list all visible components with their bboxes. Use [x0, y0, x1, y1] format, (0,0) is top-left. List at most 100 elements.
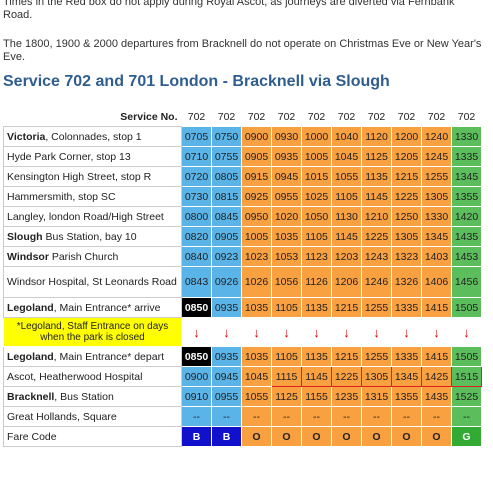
departure-time: -- [331, 406, 362, 427]
fare-code: B [181, 426, 212, 447]
departure-time: -- [271, 406, 302, 427]
departure-time: 0910 [181, 386, 212, 407]
departure-time: 1005 [301, 146, 332, 167]
departure-time: 1000 [301, 126, 332, 147]
departure-time: 1240 [421, 126, 452, 147]
departure-time: 1315 [361, 386, 392, 407]
stop-name: Hammersmith, stop SC [3, 186, 182, 207]
down-arrow-icon: ↓ [301, 317, 332, 347]
timetable: Service No. 702 702 702 702 702 702 702 702 702 70… [3, 107, 482, 447]
stop-name-main: Slough [7, 230, 43, 243]
departure-time: 1335 [391, 346, 422, 367]
departure-time: 0730 [181, 186, 212, 207]
stop-name-detail: Hyde Park Corner, stop 13 [7, 150, 131, 163]
departure-time: 1225 [361, 226, 392, 247]
stop-row: Legoland, Main Entrance* depart 0850 0935 1… [3, 346, 482, 367]
departure-time: 1206 [331, 266, 362, 298]
page-title: Service 702 and 701 London - Bracknell v… [3, 73, 390, 90]
departure-time: 0935 [211, 297, 242, 318]
departure-time: 0705 [181, 126, 212, 147]
fare-code-label: Fare Code [3, 426, 182, 447]
fare-code: O [301, 426, 332, 447]
departure-time: 1335 [451, 146, 482, 167]
departure-time: 1015 [301, 166, 332, 187]
departure-time: 0755 [211, 146, 242, 167]
departure-time: 1525 [451, 386, 482, 407]
departure-time: 1135 [361, 166, 392, 187]
stop-name: Kensington High Street, stop R [3, 166, 182, 187]
departure-time: 1215 [331, 297, 362, 318]
departure-time: -- [391, 406, 422, 427]
departure-time: 1225 [391, 186, 422, 207]
departure-time: 1456 [451, 266, 482, 298]
departure-time: 1115 [271, 366, 302, 387]
stop-name: Great Hollands, Square [3, 406, 182, 427]
departure-time: 1415 [421, 346, 452, 367]
departure-time: 1246 [361, 266, 392, 298]
stop-name: Ascot, Heatherwood Hospital [3, 366, 182, 387]
departure-time: -- [241, 406, 272, 427]
departure-time: 1025 [301, 186, 332, 207]
departure-time: 0925 [241, 186, 272, 207]
departure-time: 1125 [271, 386, 302, 407]
fare-code: O [271, 426, 302, 447]
departure-time: -- [181, 406, 212, 427]
departure-time: 0955 [211, 386, 242, 407]
departure-time: 0945 [271, 166, 302, 187]
departure-time: 1035 [241, 346, 272, 367]
stop-row: Slough Bus Station, bay 10 0820 0905 1005 10… [3, 226, 482, 247]
stop-name: Slough Bus Station, bay 10 [3, 226, 182, 247]
departure-time: 1045 [241, 366, 272, 387]
stop-name-detail: Hammersmith, stop SC [7, 190, 116, 203]
stop-name: Victoria, Colonnades, stop 1 [3, 126, 182, 147]
departure-time: 1505 [451, 297, 482, 318]
stop-name-detail: Bus Station, bay 10 [42, 230, 137, 243]
service-number: 702 [211, 107, 242, 127]
departure-time: 1135 [301, 297, 332, 318]
departure-time: 0935 [211, 346, 242, 367]
stop-row: Windsor Parish Church 0840 0923 1023 1053 112… [3, 246, 482, 267]
departure-time: 1215 [391, 166, 422, 187]
staff-entrance-note-row: *Legoland, Staff Entrance on days when t… [3, 317, 482, 347]
departure-time: 0750 [211, 126, 242, 147]
departure-time: 1245 [421, 146, 452, 167]
stop-row: Kensington High Street, stop R 0720 0805 09… [3, 166, 482, 187]
down-arrow-icon: ↓ [331, 317, 362, 347]
departure-time: 1120 [361, 126, 392, 147]
departure-time: 1050 [301, 206, 332, 227]
stop-name-detail: , Colonnades, stop 1 [45, 130, 142, 143]
down-arrow-icon: ↓ [391, 317, 422, 347]
departure-time: 1210 [361, 206, 392, 227]
departure-time: 1345 [421, 226, 452, 247]
service-number: 702 [361, 107, 392, 127]
departure-time: 0850 [181, 297, 212, 318]
departure-time: 0843 [181, 266, 212, 298]
down-arrow-icon: ↓ [451, 317, 482, 347]
departure-time: 1255 [421, 166, 452, 187]
note-royal-ascot: Times in the Red box do not apply during… [3, 0, 455, 21]
stop-row: Ascot, Heatherwood Hospital 0900 0945 1045 1… [3, 366, 482, 387]
departure-time: 1305 [361, 366, 392, 387]
departure-time: 1403 [421, 246, 452, 267]
departure-time: 0710 [181, 146, 212, 167]
stop-row: Windsor Hospital, St Leonards Road 0843 09… [3, 266, 482, 298]
stop-name: Legoland, Main Entrance* depart [3, 346, 182, 367]
stop-name-main: Bracknell [7, 390, 55, 403]
departure-time: 1045 [331, 146, 362, 167]
departure-time: 1145 [361, 186, 392, 207]
stop-name-detail: Great Hollands, Square [7, 410, 117, 423]
departure-time: 1305 [391, 226, 422, 247]
note-christmas: The 1800, 1900 & 2000 departures from Br… [3, 38, 482, 63]
departure-time: 0805 [211, 166, 242, 187]
departure-time: 1125 [361, 146, 392, 167]
down-arrow-icon: ↓ [211, 317, 242, 347]
departure-time: 1200 [391, 126, 422, 147]
departure-time: 1055 [241, 386, 272, 407]
fare-code: O [361, 426, 392, 447]
departure-time: 1026 [241, 266, 272, 298]
departure-time: 0720 [181, 166, 212, 187]
departure-time: 0923 [211, 246, 242, 267]
departure-time: -- [421, 406, 452, 427]
stop-row: Great Hollands, Square -- -- -- -- -- -- -- -- --… [3, 406, 482, 427]
departure-time: 1215 [331, 346, 362, 367]
